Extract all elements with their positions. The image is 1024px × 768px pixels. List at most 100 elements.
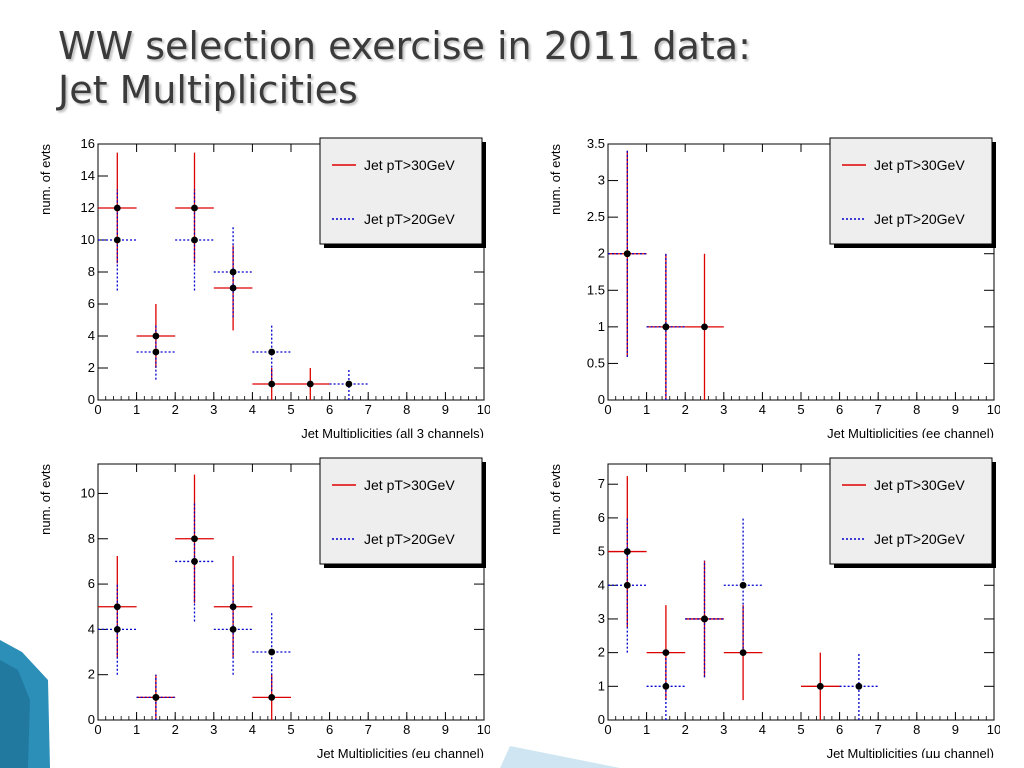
slide-title-line-2: Jet Multiplicities xyxy=(58,68,358,112)
legend-label: Jet pT>30GeV xyxy=(874,157,965,173)
legend-box xyxy=(829,457,993,565)
data-point xyxy=(855,682,863,690)
data-point xyxy=(268,380,276,388)
data-point xyxy=(268,693,276,701)
y-tick-label: 12 xyxy=(81,200,95,215)
decorative-accent-shape xyxy=(0,640,50,768)
data-point xyxy=(268,348,276,356)
data-point xyxy=(739,581,747,589)
y-tick-label: 2 xyxy=(88,667,95,682)
x-tick-label: 8 xyxy=(403,722,410,737)
y-tick-label: 0 xyxy=(598,392,605,407)
x-tick-label: 10 xyxy=(987,402,1000,417)
data-point xyxy=(191,204,198,212)
y-tick-label: 3 xyxy=(598,611,605,626)
x-tick-label: 5 xyxy=(797,722,804,737)
data-point xyxy=(113,625,121,633)
data-point xyxy=(345,380,353,388)
data-point xyxy=(191,558,198,565)
y-tick-label: 4 xyxy=(88,328,95,343)
data-point xyxy=(701,615,708,623)
plot-all-channels: 0 1 2 3 4 5 6 7 8 9 10 0 2 4 6 8 10 12 14 16 Jet Multiplicit… xyxy=(0,128,490,438)
decorative-light-swoosh xyxy=(500,746,620,768)
y-tick-label: 10 xyxy=(81,232,95,247)
x-tick-label: 0 xyxy=(94,402,101,417)
x-tick-label: 8 xyxy=(913,402,920,417)
x-tick-label: 1 xyxy=(133,722,140,737)
x-tick-label: 5 xyxy=(797,402,804,417)
data-point xyxy=(191,535,198,543)
x-tick-label: 0 xyxy=(604,722,611,737)
x-tick-label: 4 xyxy=(759,402,766,417)
y-tick-label: 2 xyxy=(88,360,95,375)
x-tick-label: 0 xyxy=(604,402,611,417)
x-tick-label: 10 xyxy=(477,722,490,737)
data-point xyxy=(229,284,237,292)
legend-label: Jet pT>30GeV xyxy=(364,477,455,493)
data-point xyxy=(113,603,121,611)
data-point xyxy=(113,236,121,244)
y-tick-label: 1 xyxy=(598,319,605,334)
y-tick-label: 0 xyxy=(88,712,95,727)
data-point xyxy=(152,348,160,356)
y-tick-label: 1 xyxy=(598,678,605,693)
slide-title-line-1: WW selection exercise in 2011 data: xyxy=(58,24,751,68)
x-axis-label: Jet Multiplicities (μμ channel) xyxy=(827,746,994,758)
x-tick-label: 2 xyxy=(682,402,689,417)
data-point xyxy=(113,204,121,212)
legend-label: Jet pT>20GeV xyxy=(874,211,965,227)
x-tick-label: 9 xyxy=(952,722,959,737)
y-tick-label: 10 xyxy=(81,485,95,500)
x-tick-label: 0 xyxy=(94,722,101,737)
x-tick-label: 3 xyxy=(720,722,727,737)
legend-label: Jet pT>20GeV xyxy=(364,531,455,547)
y-tick-label: 2.5 xyxy=(587,209,605,224)
legend-label: Jet pT>20GeV xyxy=(364,211,455,227)
plot-ee-channel: 0 1 2 3 4 5 6 7 8 9 10 0 0.5 1 1.5 2 2.5 3 3.5 Jet Multipli… xyxy=(510,128,1000,438)
x-tick-label: 3 xyxy=(210,722,217,737)
data-point xyxy=(739,649,747,657)
x-tick-label: 9 xyxy=(442,402,449,417)
x-axis-label: Jet Multiplicities (ee channel) xyxy=(827,426,994,438)
x-tick-label: 3 xyxy=(720,402,727,417)
y-tick-label: 2 xyxy=(598,246,605,261)
x-tick-label: 10 xyxy=(477,402,490,417)
legend-box xyxy=(319,137,483,245)
legend-box xyxy=(829,137,993,245)
y-tick-label: 3.5 xyxy=(587,136,605,151)
x-tick-label: 6 xyxy=(326,402,333,417)
y-tick-label: 16 xyxy=(81,136,95,151)
y-tick-label: 8 xyxy=(88,264,95,279)
x-tick-label: 8 xyxy=(913,722,920,737)
legend-label: Jet pT>20GeV xyxy=(874,531,965,547)
x-tick-label: 6 xyxy=(326,722,333,737)
x-tick-label: 4 xyxy=(249,722,256,737)
x-tick-label: 1 xyxy=(643,722,650,737)
y-tick-label: 3 xyxy=(598,173,605,188)
data-point xyxy=(191,236,198,244)
x-tick-label: 7 xyxy=(365,722,372,737)
legend-label: Jet pT>30GeV xyxy=(364,157,455,173)
x-tick-label: 1 xyxy=(133,402,140,417)
y-tick-label: 1.5 xyxy=(587,282,605,297)
y-tick-label: 6 xyxy=(88,296,95,311)
data-point xyxy=(662,682,670,690)
data-point xyxy=(662,323,670,331)
y-tick-label: 2 xyxy=(598,645,605,660)
data-point xyxy=(152,332,160,340)
data-point xyxy=(662,649,670,657)
y-tick-label: 6 xyxy=(88,576,95,591)
data-point xyxy=(306,380,314,388)
y-tick-label: 6 xyxy=(598,510,605,525)
x-tick-label: 3 xyxy=(210,402,217,417)
y-tick-label: 7 xyxy=(598,476,605,491)
slide-title: WW selection exercise in 2011 data: Jet … xyxy=(58,24,958,112)
y-tick-label: 0.5 xyxy=(587,355,605,370)
x-tick-label: 2 xyxy=(172,722,179,737)
data-point xyxy=(701,323,708,331)
plot-mumu-channel-svg: 0 1 2 3 4 5 6 7 8 9 10 0 1 2 3 4 5 6 7 Jet Multiplicities (… xyxy=(548,457,1000,758)
x-tick-label: 7 xyxy=(875,402,882,417)
plot-ee-channel-svg: 0 1 2 3 4 5 6 7 8 9 10 0 0.5 1 1.5 2 2.5 3 3.5 Jet Multipli… xyxy=(548,136,1000,438)
x-tick-label: 4 xyxy=(249,402,256,417)
